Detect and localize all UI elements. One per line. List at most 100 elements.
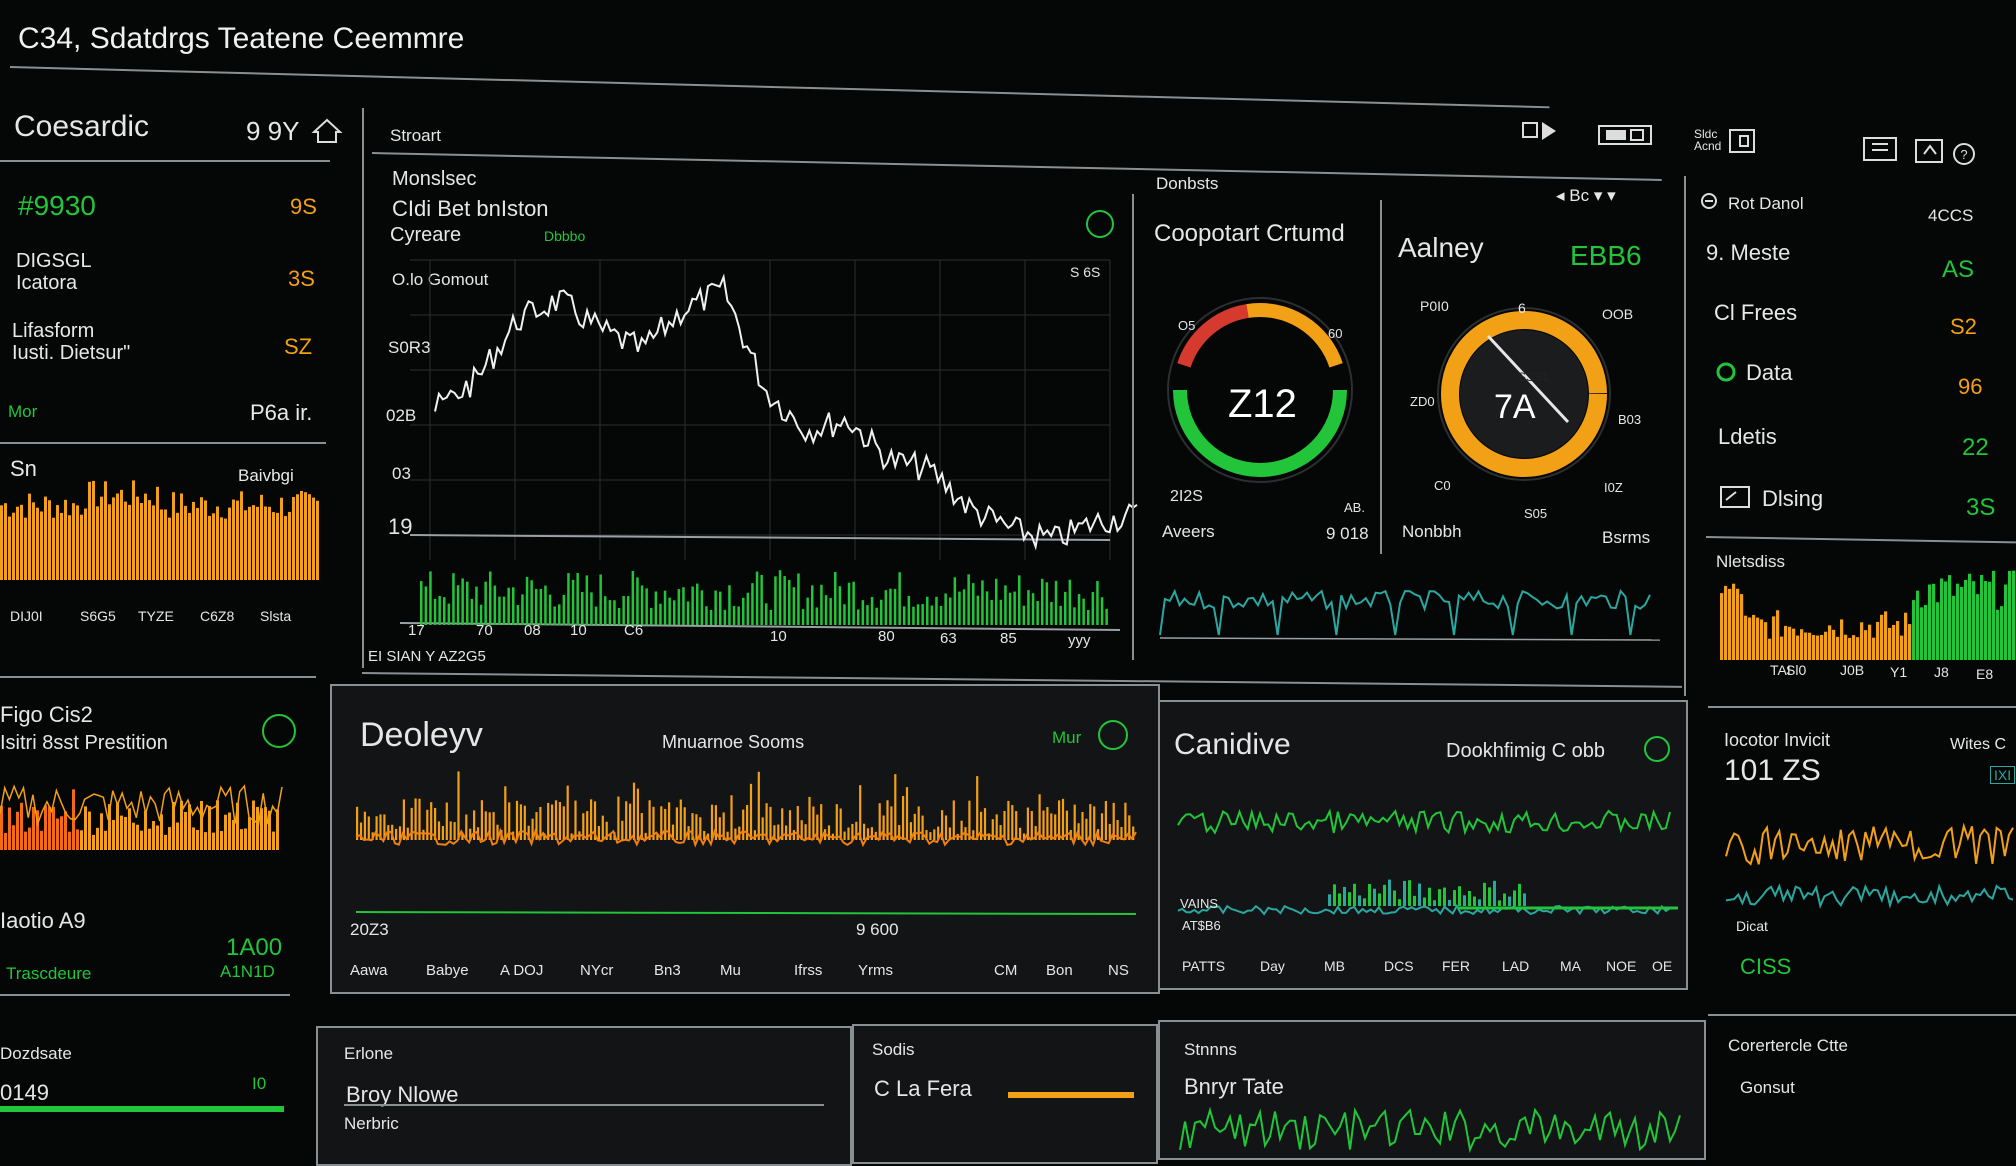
right-list-value-5: 3S (1966, 494, 1996, 521)
volume-bar (1018, 575, 1021, 625)
candive-bar (1518, 883, 1521, 906)
deoley-bar (909, 822, 912, 840)
deoley-bar (722, 812, 725, 840)
home-icon[interactable] (311, 118, 343, 144)
deoley-bar (527, 825, 530, 840)
right-bar (1764, 622, 1768, 660)
right-bar (1892, 624, 1896, 660)
deoley-bar (465, 814, 468, 840)
back-icon[interactable] (1700, 192, 1718, 210)
right-list-item-5[interactable]: Dlsing (1762, 486, 1824, 511)
help-icon[interactable]: ? (1952, 142, 1976, 166)
deoley-bar (913, 813, 916, 840)
volume-bar (972, 583, 975, 625)
deoley-bar (699, 817, 702, 840)
deoley-bar (827, 825, 831, 840)
right-bar (1736, 588, 1740, 660)
volume-bar (1077, 594, 1081, 625)
volume-bar (705, 606, 708, 625)
film-icon[interactable] (1598, 124, 1654, 146)
left-bar (68, 515, 71, 580)
right-bar (1952, 595, 1956, 660)
deoley-bar (660, 806, 663, 840)
deoley-bar (356, 806, 359, 840)
right-bar (2012, 570, 2016, 660)
volume-bar (751, 583, 754, 625)
row2-left-bar (68, 831, 71, 850)
right-list-item-1[interactable]: 9. Meste (1706, 240, 1791, 265)
row2-left-settings-icon[interactable] (262, 714, 296, 748)
volume-bar (857, 609, 860, 625)
deoley-bar (1085, 818, 1088, 840)
deoley-bar (449, 821, 452, 840)
media-play-icon[interactable] (1522, 120, 1558, 142)
candive-bar (1408, 880, 1411, 906)
app-title: C34, Sdatdrgs Teatene Ceemmre (18, 22, 465, 55)
row2-left-bar (32, 807, 35, 850)
right-list-item-2[interactable]: Cl Frees (1714, 300, 1798, 325)
right-list-item-4[interactable]: Ldetis (1718, 424, 1777, 449)
bottom-p4-label: Bnryr Tate (1184, 1074, 1284, 1099)
volume-bar (811, 585, 814, 625)
row2-left-bar (180, 800, 183, 850)
deoley-bar (574, 800, 577, 840)
volume-bar (640, 585, 644, 625)
share-icon[interactable] (1914, 138, 1944, 164)
row2-left-bar (232, 819, 235, 850)
candive-bar (1388, 879, 1391, 906)
volume-bar (709, 609, 713, 625)
right-bar (1992, 570, 1996, 660)
volume-bar (544, 585, 547, 625)
toolbar-label: Sldc Acnd (1694, 127, 1722, 153)
deoley-bar (379, 814, 382, 840)
right-chart-tick-1: TAI (1770, 662, 1791, 678)
gauge-panel-controls[interactable]: ◂ Bc ▾ ▾ (1556, 186, 1616, 205)
deoley-bar (414, 798, 417, 840)
right-bar (1796, 635, 1800, 660)
deoley-bar (617, 796, 620, 840)
deoley-bar (453, 822, 456, 840)
right-bar (1876, 621, 1880, 660)
deoley-bar (402, 799, 405, 840)
row2-right-badge[interactable]: IXI (1990, 766, 2016, 784)
deoley-settings-icon[interactable] (1098, 720, 1128, 750)
candive-settings-icon[interactable] (1644, 736, 1670, 762)
candive-bar (1348, 892, 1351, 906)
left-bar (196, 507, 199, 580)
volume-bar (525, 576, 529, 625)
gauge-ring (1437, 307, 1611, 481)
left-bar (140, 503, 143, 580)
row2-left-bar (216, 800, 219, 850)
right-bar (1948, 575, 1952, 660)
volume-bar (728, 585, 731, 625)
deoley-x-tick-8: Yrms (858, 962, 893, 979)
price-line (434, 273, 1138, 551)
deoley-bar (484, 811, 487, 840)
left-bar (36, 507, 39, 580)
deoley-bar (781, 808, 784, 840)
main-chart-settings-icon[interactable] (1086, 210, 1114, 238)
window-icon[interactable] (1728, 128, 1756, 154)
left-bar (40, 511, 43, 580)
deoley-bar (980, 811, 983, 840)
panel-icon[interactable] (1862, 136, 1898, 162)
left-bar (244, 510, 247, 580)
left-bar (292, 497, 295, 580)
volume-bar (622, 595, 625, 625)
candive-bar (1373, 888, 1376, 906)
right-list-item-3[interactable]: Data (1746, 360, 1793, 385)
deoley-bar (976, 776, 979, 840)
candive-bar (1483, 882, 1486, 906)
volume-bar (861, 600, 865, 625)
left-bar (116, 493, 119, 580)
row2-right-title: Iocotor Invicit (1724, 730, 1831, 750)
row2-left-bar (204, 832, 207, 850)
left-bar (304, 492, 307, 580)
gauge-left-foot-r: 9 018 (1326, 524, 1369, 543)
candive-bar (1393, 890, 1396, 906)
gauge-left-corner-tr: 60 (1328, 326, 1343, 341)
candive-bar (1383, 884, 1386, 906)
deoley-bar (1058, 800, 1061, 840)
row2-left-bar (144, 810, 147, 850)
candive-bar (1488, 887, 1491, 906)
